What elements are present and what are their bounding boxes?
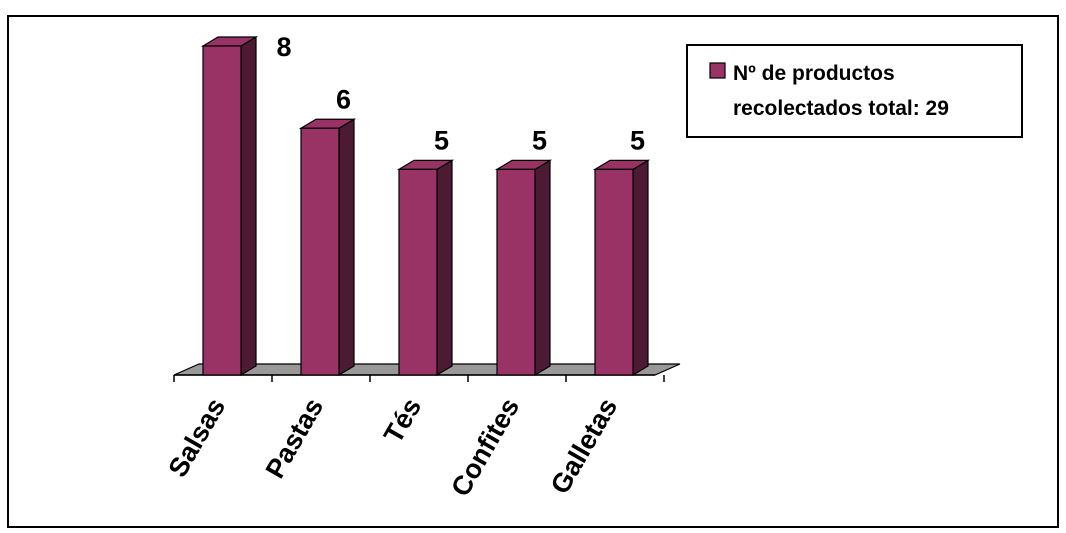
bar-t-s	[396, 159, 455, 377]
data-label: 5	[630, 125, 645, 155]
data-label: 5	[434, 125, 449, 155]
legend: Nº de productos recolectados total: 29	[686, 44, 1023, 138]
bar-side-face	[240, 35, 257, 377]
bar-pastas	[298, 118, 357, 377]
bar-salsas	[200, 35, 259, 377]
legend-box	[686, 44, 1023, 138]
bar-confites	[494, 159, 553, 377]
bar-front-face	[300, 127, 340, 376]
bar-side-face	[534, 159, 551, 377]
bar-front-face	[496, 168, 536, 376]
legend-label-line-2: recolectados total: 29	[733, 97, 949, 120]
bar-front-face	[398, 168, 438, 376]
data-label: 6	[336, 84, 351, 114]
legend-label-line-1: Nº de productos	[733, 62, 895, 85]
bar-side-face	[436, 159, 453, 377]
bar-galletas	[592, 159, 651, 377]
bar-side-face	[632, 159, 649, 377]
data-label: 8	[276, 32, 291, 62]
bar-front-face	[202, 45, 242, 376]
legend-swatch	[709, 62, 726, 79]
bar-front-face	[594, 168, 634, 376]
data-label: 5	[532, 125, 547, 155]
bar-side-face	[338, 118, 355, 377]
